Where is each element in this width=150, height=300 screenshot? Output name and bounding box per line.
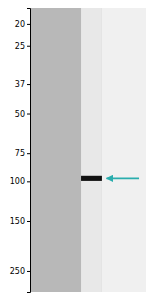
plot	[30, 8, 146, 292]
y-tick-label: 50	[15, 110, 25, 119]
y-tick: 75	[15, 149, 30, 158]
lane	[81, 8, 102, 292]
y-tick: 250	[10, 267, 30, 276]
arrow	[107, 177, 139, 179]
y-tick-mark	[27, 46, 30, 47]
y-tick-label: 75	[15, 149, 25, 158]
band	[81, 176, 102, 181]
y-tick-label: 20	[15, 20, 25, 29]
y-tick-label: 25	[15, 42, 25, 51]
y-tick-mark	[27, 114, 30, 115]
y-tick-label: 150	[10, 217, 25, 226]
y-tick-mark	[27, 84, 30, 85]
y-tick: 20	[15, 20, 30, 29]
y-tick-label: 100	[10, 177, 25, 186]
y-tick-mark	[27, 153, 30, 154]
y-tick-mark	[27, 181, 30, 182]
y-tick-mark	[27, 271, 30, 272]
chart: 250 150 100 75 50 37 25 20	[0, 0, 150, 300]
y-tick-mark	[27, 24, 30, 25]
y-tick: 50	[15, 110, 30, 119]
y-tick: 100	[10, 177, 30, 186]
marks	[81, 176, 139, 181]
y-tick-mark	[27, 221, 30, 222]
gel-background	[30, 8, 146, 292]
y-tick-label: 37	[15, 80, 25, 89]
y-tick: 37	[15, 80, 30, 89]
y-tick: 150	[10, 217, 30, 226]
y-tick-label: 250	[10, 267, 25, 276]
y-axis-line	[27, 9, 31, 293]
gel	[30, 8, 146, 292]
y-axis: 250 150 100 75 50 37 25 20	[10, 9, 31, 293]
y-tick: 25	[15, 42, 30, 51]
right-panel	[102, 8, 146, 292]
